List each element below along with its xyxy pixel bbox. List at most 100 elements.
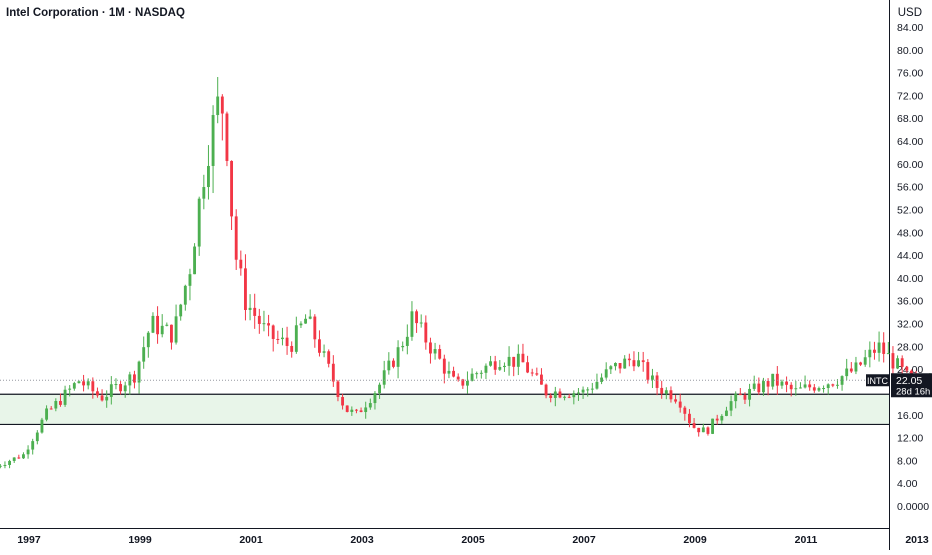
support-zone bbox=[0, 394, 889, 425]
candle-body bbox=[424, 322, 428, 343]
candle-body bbox=[738, 393, 742, 396]
candles bbox=[0, 77, 932, 469]
y-tick-label: 72.00 bbox=[897, 90, 923, 102]
candle-body bbox=[202, 187, 206, 199]
candle-body bbox=[59, 401, 62, 405]
candle-body bbox=[91, 381, 95, 392]
y-tick-label: 32.00 bbox=[897, 319, 923, 331]
candle-body bbox=[183, 285, 187, 305]
chart-title: Intel Corporation · 1M · NASDAQ bbox=[6, 7, 185, 19]
candle-body bbox=[752, 383, 756, 389]
candle-body bbox=[669, 390, 673, 400]
candle-body bbox=[493, 361, 497, 370]
candle-body bbox=[442, 358, 446, 374]
y-tick-label: 44.00 bbox=[897, 250, 923, 262]
candle-body bbox=[304, 318, 308, 324]
candle-body bbox=[378, 384, 382, 394]
candle-body bbox=[664, 390, 668, 394]
candle-body bbox=[489, 361, 493, 366]
candle-body bbox=[230, 160, 234, 217]
candle-body bbox=[567, 396, 571, 398]
symbol-label: INTC bbox=[867, 376, 888, 386]
x-tick-label: 2007 bbox=[572, 534, 596, 546]
candle-body bbox=[530, 372, 534, 374]
candle-body bbox=[22, 454, 25, 459]
x-tick-label: 1999 bbox=[128, 534, 152, 546]
candle-body bbox=[40, 419, 44, 433]
candle-body bbox=[396, 347, 400, 367]
candle-body bbox=[762, 381, 765, 393]
candle-body bbox=[146, 332, 150, 348]
candle-body bbox=[678, 401, 682, 408]
candle-body bbox=[877, 342, 881, 353]
candle-body bbox=[239, 259, 243, 269]
candle-body bbox=[368, 403, 372, 408]
candle-body bbox=[586, 389, 590, 391]
candle-body bbox=[355, 409, 358, 411]
candle-body bbox=[808, 384, 812, 388]
candle-body bbox=[401, 345, 405, 348]
candle-body bbox=[692, 423, 696, 428]
candle-body bbox=[711, 418, 715, 434]
candle-body bbox=[637, 360, 641, 367]
x-tick-label: 2001 bbox=[239, 534, 263, 546]
candle-body bbox=[651, 375, 654, 380]
candle-body bbox=[697, 427, 701, 433]
candle-body bbox=[438, 349, 442, 359]
candle-body bbox=[45, 408, 49, 420]
candle-body bbox=[812, 387, 816, 391]
candle-body bbox=[96, 391, 99, 396]
candle-body bbox=[294, 325, 298, 352]
candle-body bbox=[211, 115, 215, 166]
x-tick-label: 1997 bbox=[17, 534, 41, 546]
candle-body bbox=[604, 369, 608, 378]
candle-body bbox=[577, 392, 580, 394]
candle-body bbox=[216, 96, 220, 116]
y-tick-label: 40.00 bbox=[897, 273, 923, 285]
candle-body bbox=[0, 465, 2, 467]
candle-body bbox=[683, 407, 687, 414]
y-tick-label: 0.0000 bbox=[897, 501, 929, 513]
candle-body bbox=[558, 391, 562, 398]
candle-body bbox=[262, 323, 266, 325]
candle-body bbox=[415, 311, 419, 324]
candle-body bbox=[123, 385, 127, 392]
candle-body bbox=[507, 356, 511, 366]
x-tick-label: 2009 bbox=[683, 534, 707, 546]
candle-body bbox=[248, 307, 252, 310]
candle-body bbox=[623, 358, 627, 369]
y-tick-label: 52.00 bbox=[897, 204, 923, 216]
candle-body bbox=[313, 316, 317, 340]
candle-body bbox=[803, 384, 807, 388]
candle-body bbox=[197, 198, 201, 247]
y-tick-label: 8.00 bbox=[897, 455, 918, 467]
candle-body bbox=[720, 415, 724, 421]
candle-body bbox=[660, 387, 664, 394]
candle-body bbox=[433, 349, 437, 354]
candle-body bbox=[563, 396, 567, 398]
candle-body bbox=[225, 113, 229, 161]
candle-body bbox=[3, 464, 7, 466]
candle-body bbox=[641, 360, 645, 363]
y-tick-label: 64.00 bbox=[897, 136, 923, 148]
symbol-badge bbox=[866, 374, 889, 387]
candle-body bbox=[600, 377, 604, 382]
candle-body bbox=[105, 396, 109, 401]
candle-body bbox=[114, 384, 118, 386]
candle-body bbox=[12, 457, 16, 461]
candle-body bbox=[119, 384, 123, 392]
candle-body bbox=[535, 373, 539, 375]
candle-body bbox=[68, 388, 72, 390]
candle-body bbox=[327, 351, 331, 364]
y-tick-label: 12.00 bbox=[897, 433, 923, 445]
candle-body bbox=[271, 325, 275, 339]
candle-body bbox=[364, 407, 368, 413]
candle-body bbox=[341, 396, 345, 406]
y-tick-label: 28.00 bbox=[897, 341, 923, 353]
candle-body bbox=[253, 307, 257, 316]
candle-body bbox=[470, 373, 474, 381]
candle-body bbox=[646, 362, 650, 380]
candle-body bbox=[17, 457, 21, 459]
candle-body bbox=[100, 395, 104, 401]
